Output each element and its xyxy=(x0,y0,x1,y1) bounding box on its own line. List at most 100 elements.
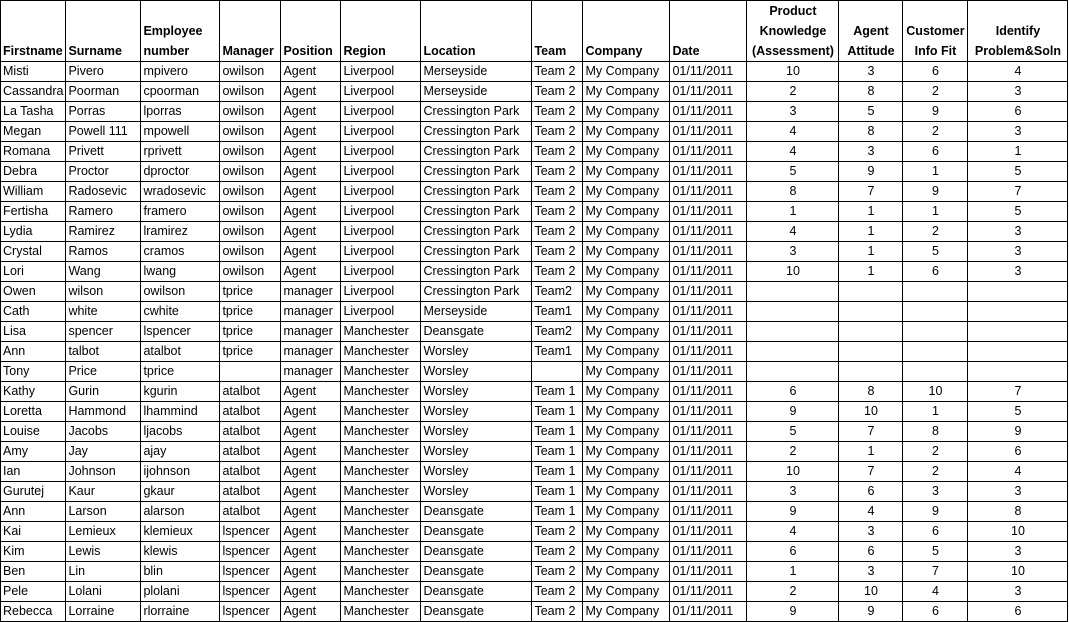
cell-company[interactable]: My Company xyxy=(582,461,671,482)
cell-surname[interactable]: Gurin xyxy=(65,381,142,402)
cell-team[interactable]: Team 2 xyxy=(531,121,584,142)
cell-firstname[interactable]: Megan xyxy=(0,121,67,142)
cell-manager[interactable]: atalbot xyxy=(219,421,282,442)
cell-date[interactable]: 01/11/2011 xyxy=(669,241,748,262)
cell-product-knowledge[interactable] xyxy=(746,341,840,362)
cell-surname[interactable]: Jay xyxy=(65,441,142,462)
cell-agent-attitude[interactable] xyxy=(838,361,904,382)
cell-team[interactable]: Team 2 xyxy=(531,581,584,602)
cell-product-knowledge[interactable]: 8 xyxy=(746,181,840,202)
cell-position[interactable]: Agent xyxy=(280,61,342,82)
cell-region[interactable]: Manchester xyxy=(340,601,422,622)
column-header-agent-attitude[interactable]: Agent Attitude xyxy=(838,0,904,62)
cell-product-knowledge[interactable] xyxy=(746,301,840,322)
cell-surname[interactable]: Johnson xyxy=(65,461,142,482)
cell-employee-number[interactable]: klewis xyxy=(140,541,221,562)
cell-customer-info-fit[interactable] xyxy=(902,341,969,362)
cell-customer-info-fit[interactable]: 4 xyxy=(902,581,969,602)
cell-manager[interactable]: owilson xyxy=(219,81,282,102)
cell-location[interactable]: Cressington Park xyxy=(420,281,533,302)
cell-region[interactable]: Liverpool xyxy=(340,81,422,102)
cell-date[interactable]: 01/11/2011 xyxy=(669,261,748,282)
cell-manager[interactable]: owilson xyxy=(219,141,282,162)
cell-manager[interactable]: owilson xyxy=(219,161,282,182)
cell-manager[interactable]: atalbot xyxy=(219,401,282,422)
cell-company[interactable]: My Company xyxy=(582,161,671,182)
cell-location[interactable]: Worsley xyxy=(420,481,533,502)
cell-location[interactable]: Cressington Park xyxy=(420,141,533,162)
cell-location[interactable]: Worsley xyxy=(420,461,533,482)
cell-identify-problem-soln[interactable]: 4 xyxy=(967,61,1069,82)
cell-date[interactable]: 01/11/2011 xyxy=(669,381,748,402)
cell-region[interactable]: Liverpool xyxy=(340,261,422,282)
cell-position[interactable]: Agent xyxy=(280,541,342,562)
cell-identify-problem-soln[interactable]: 1 xyxy=(967,141,1069,162)
cell-customer-info-fit[interactable]: 9 xyxy=(902,181,969,202)
cell-agent-attitude[interactable]: 7 xyxy=(838,181,904,202)
cell-surname[interactable]: Wang xyxy=(65,261,142,282)
cell-position[interactable]: Agent xyxy=(280,141,342,162)
cell-region[interactable]: Liverpool xyxy=(340,161,422,182)
cell-surname[interactable]: Lemieux xyxy=(65,521,142,542)
cell-date[interactable]: 01/11/2011 xyxy=(669,81,748,102)
cell-region[interactable]: Liverpool xyxy=(340,241,422,262)
cell-company[interactable]: My Company xyxy=(582,301,671,322)
cell-team[interactable]: Team 2 xyxy=(531,241,584,262)
cell-region[interactable]: Liverpool xyxy=(340,221,422,242)
cell-product-knowledge[interactable]: 1 xyxy=(746,201,840,222)
cell-identify-problem-soln[interactable]: 7 xyxy=(967,381,1069,402)
cell-firstname[interactable]: Romana xyxy=(0,141,67,162)
cell-firstname[interactable]: Debra xyxy=(0,161,67,182)
cell-customer-info-fit[interactable]: 10 xyxy=(902,381,969,402)
cell-surname[interactable]: Lewis xyxy=(65,541,142,562)
cell-employee-number[interactable]: ljacobs xyxy=(140,421,221,442)
cell-employee-number[interactable]: tprice xyxy=(140,361,221,382)
cell-product-knowledge[interactable] xyxy=(746,281,840,302)
cell-location[interactable]: Cressington Park xyxy=(420,241,533,262)
cell-customer-info-fit[interactable]: 6 xyxy=(902,601,969,622)
cell-employee-number[interactable]: ijohnson xyxy=(140,461,221,482)
cell-firstname[interactable]: William xyxy=(0,181,67,202)
cell-region[interactable]: Manchester xyxy=(340,361,422,382)
cell-date[interactable]: 01/11/2011 xyxy=(669,181,748,202)
cell-manager[interactable]: owilson xyxy=(219,241,282,262)
cell-employee-number[interactable]: cpoorman xyxy=(140,81,221,102)
cell-product-knowledge[interactable]: 4 xyxy=(746,141,840,162)
cell-customer-info-fit[interactable]: 6 xyxy=(902,141,969,162)
cell-surname[interactable]: Lorraine xyxy=(65,601,142,622)
cell-surname[interactable]: talbot xyxy=(65,341,142,362)
cell-location[interactable]: Worsley xyxy=(420,441,533,462)
cell-firstname[interactable]: Kai xyxy=(0,521,67,542)
cell-agent-attitude[interactable]: 8 xyxy=(838,81,904,102)
cell-product-knowledge[interactable] xyxy=(746,361,840,382)
cell-company[interactable]: My Company xyxy=(582,361,671,382)
cell-firstname[interactable]: Gurutej xyxy=(0,481,67,502)
cell-date[interactable]: 01/11/2011 xyxy=(669,321,748,342)
cell-employee-number[interactable]: rprivett xyxy=(140,141,221,162)
cell-surname[interactable]: white xyxy=(65,301,142,322)
cell-product-knowledge[interactable] xyxy=(746,321,840,342)
cell-manager[interactable]: atalbot xyxy=(219,381,282,402)
cell-surname[interactable]: Hammond xyxy=(65,401,142,422)
cell-firstname[interactable]: Lisa xyxy=(0,321,67,342)
cell-firstname[interactable]: Ann xyxy=(0,501,67,522)
cell-agent-attitude[interactable]: 1 xyxy=(838,241,904,262)
cell-product-knowledge[interactable]: 10 xyxy=(746,61,840,82)
cell-manager[interactable]: lspencer xyxy=(219,601,282,622)
column-header-date[interactable]: Date xyxy=(669,0,748,62)
cell-product-knowledge[interactable]: 9 xyxy=(746,501,840,522)
cell-position[interactable]: manager xyxy=(280,321,342,342)
cell-manager[interactable]: tprice xyxy=(219,301,282,322)
cell-agent-attitude[interactable]: 6 xyxy=(838,481,904,502)
cell-identify-problem-soln[interactable]: 3 xyxy=(967,121,1069,142)
cell-date[interactable]: 01/11/2011 xyxy=(669,61,748,82)
cell-date[interactable]: 01/11/2011 xyxy=(669,501,748,522)
cell-product-knowledge[interactable]: 4 xyxy=(746,221,840,242)
cell-product-knowledge[interactable]: 4 xyxy=(746,121,840,142)
cell-customer-info-fit[interactable]: 2 xyxy=(902,221,969,242)
cell-position[interactable]: manager xyxy=(280,361,342,382)
cell-position[interactable]: Agent xyxy=(280,401,342,422)
cell-region[interactable]: Liverpool xyxy=(340,121,422,142)
cell-agent-attitude[interactable] xyxy=(838,341,904,362)
cell-customer-info-fit[interactable]: 6 xyxy=(902,261,969,282)
